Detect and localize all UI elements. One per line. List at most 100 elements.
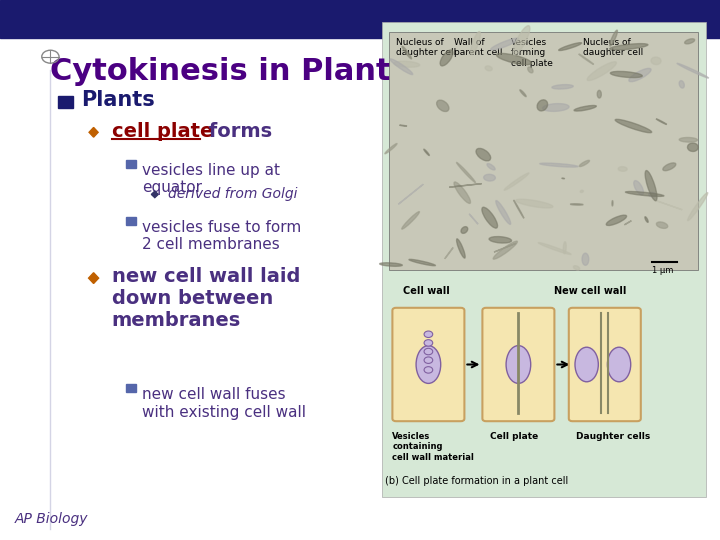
Ellipse shape: [663, 163, 676, 171]
Ellipse shape: [679, 80, 684, 88]
Ellipse shape: [456, 239, 465, 258]
Text: Cytokinesis in Plants: Cytokinesis in Plants: [50, 57, 409, 86]
Ellipse shape: [552, 85, 573, 89]
Ellipse shape: [485, 66, 492, 71]
Ellipse shape: [618, 167, 627, 171]
Ellipse shape: [579, 54, 594, 64]
Text: 1 μm: 1 μm: [652, 266, 673, 275]
FancyBboxPatch shape: [392, 308, 464, 421]
Ellipse shape: [656, 119, 667, 124]
Text: forms: forms: [202, 122, 271, 141]
Ellipse shape: [540, 163, 578, 167]
Ellipse shape: [454, 182, 470, 204]
Bar: [126, 217, 136, 225]
Ellipse shape: [402, 212, 420, 229]
Bar: [126, 384, 136, 392]
Ellipse shape: [400, 125, 407, 126]
Text: Vesicles
forming
cell plate: Vesicles forming cell plate: [511, 38, 553, 68]
Bar: [0, 0, 720, 38]
Ellipse shape: [562, 178, 564, 179]
Circle shape: [424, 367, 433, 373]
Ellipse shape: [573, 266, 580, 270]
Text: vesicles line up at
equator: vesicles line up at equator: [142, 163, 280, 195]
Ellipse shape: [606, 215, 626, 226]
Ellipse shape: [634, 180, 644, 195]
Ellipse shape: [677, 63, 708, 78]
Circle shape: [424, 357, 433, 363]
Ellipse shape: [484, 174, 495, 181]
Ellipse shape: [612, 201, 613, 206]
Text: vesicles fuse to form
2 cell membranes: vesicles fuse to form 2 cell membranes: [142, 220, 301, 252]
Ellipse shape: [582, 253, 589, 265]
Ellipse shape: [476, 148, 490, 161]
Ellipse shape: [461, 227, 468, 233]
Ellipse shape: [679, 138, 698, 142]
Ellipse shape: [456, 163, 475, 183]
Text: Cell wall: Cell wall: [403, 286, 450, 296]
Ellipse shape: [487, 164, 495, 170]
Text: derived from Golgi: derived from Golgi: [168, 187, 297, 201]
Text: Nucleus of
daughter cell: Nucleus of daughter cell: [583, 38, 644, 57]
Ellipse shape: [580, 190, 583, 193]
Ellipse shape: [615, 119, 652, 133]
Text: Wall of
parent cell: Wall of parent cell: [454, 38, 502, 57]
Ellipse shape: [688, 193, 708, 221]
Ellipse shape: [610, 30, 618, 46]
Ellipse shape: [580, 160, 590, 166]
Ellipse shape: [611, 71, 642, 78]
Ellipse shape: [610, 44, 648, 50]
Bar: [58, 96, 73, 108]
Ellipse shape: [398, 184, 423, 204]
Ellipse shape: [416, 346, 441, 383]
Ellipse shape: [649, 192, 656, 197]
Ellipse shape: [574, 105, 596, 111]
Ellipse shape: [491, 38, 519, 50]
Ellipse shape: [688, 143, 698, 151]
Text: Plants: Plants: [81, 90, 154, 110]
Text: (b) Cell plate formation in a plant cell: (b) Cell plate formation in a plant cell: [385, 476, 569, 486]
Ellipse shape: [390, 59, 413, 75]
Ellipse shape: [513, 26, 530, 55]
Ellipse shape: [494, 244, 516, 252]
Ellipse shape: [489, 237, 511, 243]
FancyBboxPatch shape: [569, 308, 641, 421]
Ellipse shape: [449, 184, 482, 187]
Ellipse shape: [497, 53, 531, 65]
Text: AP Biology: AP Biology: [14, 512, 88, 526]
FancyBboxPatch shape: [382, 22, 706, 497]
Ellipse shape: [496, 200, 510, 225]
Ellipse shape: [629, 69, 651, 82]
Ellipse shape: [469, 214, 478, 224]
Ellipse shape: [624, 221, 631, 225]
Ellipse shape: [482, 207, 498, 228]
Ellipse shape: [379, 263, 402, 266]
Circle shape: [424, 348, 433, 355]
Ellipse shape: [685, 39, 695, 44]
Ellipse shape: [445, 247, 453, 259]
Ellipse shape: [409, 259, 436, 266]
Ellipse shape: [528, 67, 533, 73]
Ellipse shape: [385, 144, 397, 154]
Ellipse shape: [651, 57, 661, 65]
Text: new cell wall laid
down between
membranes: new cell wall laid down between membrane…: [112, 267, 300, 330]
Ellipse shape: [402, 46, 412, 59]
Text: new cell wall fuses
with existing cell wall: new cell wall fuses with existing cell w…: [142, 387, 306, 420]
Ellipse shape: [608, 347, 631, 382]
Ellipse shape: [424, 149, 429, 156]
Ellipse shape: [436, 100, 449, 112]
Ellipse shape: [645, 217, 648, 222]
Ellipse shape: [626, 192, 664, 197]
Ellipse shape: [520, 90, 526, 97]
Ellipse shape: [657, 201, 683, 210]
Bar: [126, 160, 136, 168]
Ellipse shape: [504, 173, 529, 190]
Ellipse shape: [559, 43, 582, 51]
Polygon shape: [89, 273, 99, 284]
Circle shape: [424, 340, 433, 346]
Ellipse shape: [471, 31, 480, 55]
Circle shape: [424, 331, 433, 338]
Ellipse shape: [516, 199, 553, 208]
Text: cell plate: cell plate: [112, 122, 213, 141]
Ellipse shape: [509, 56, 514, 60]
Text: New cell wall: New cell wall: [554, 286, 627, 296]
